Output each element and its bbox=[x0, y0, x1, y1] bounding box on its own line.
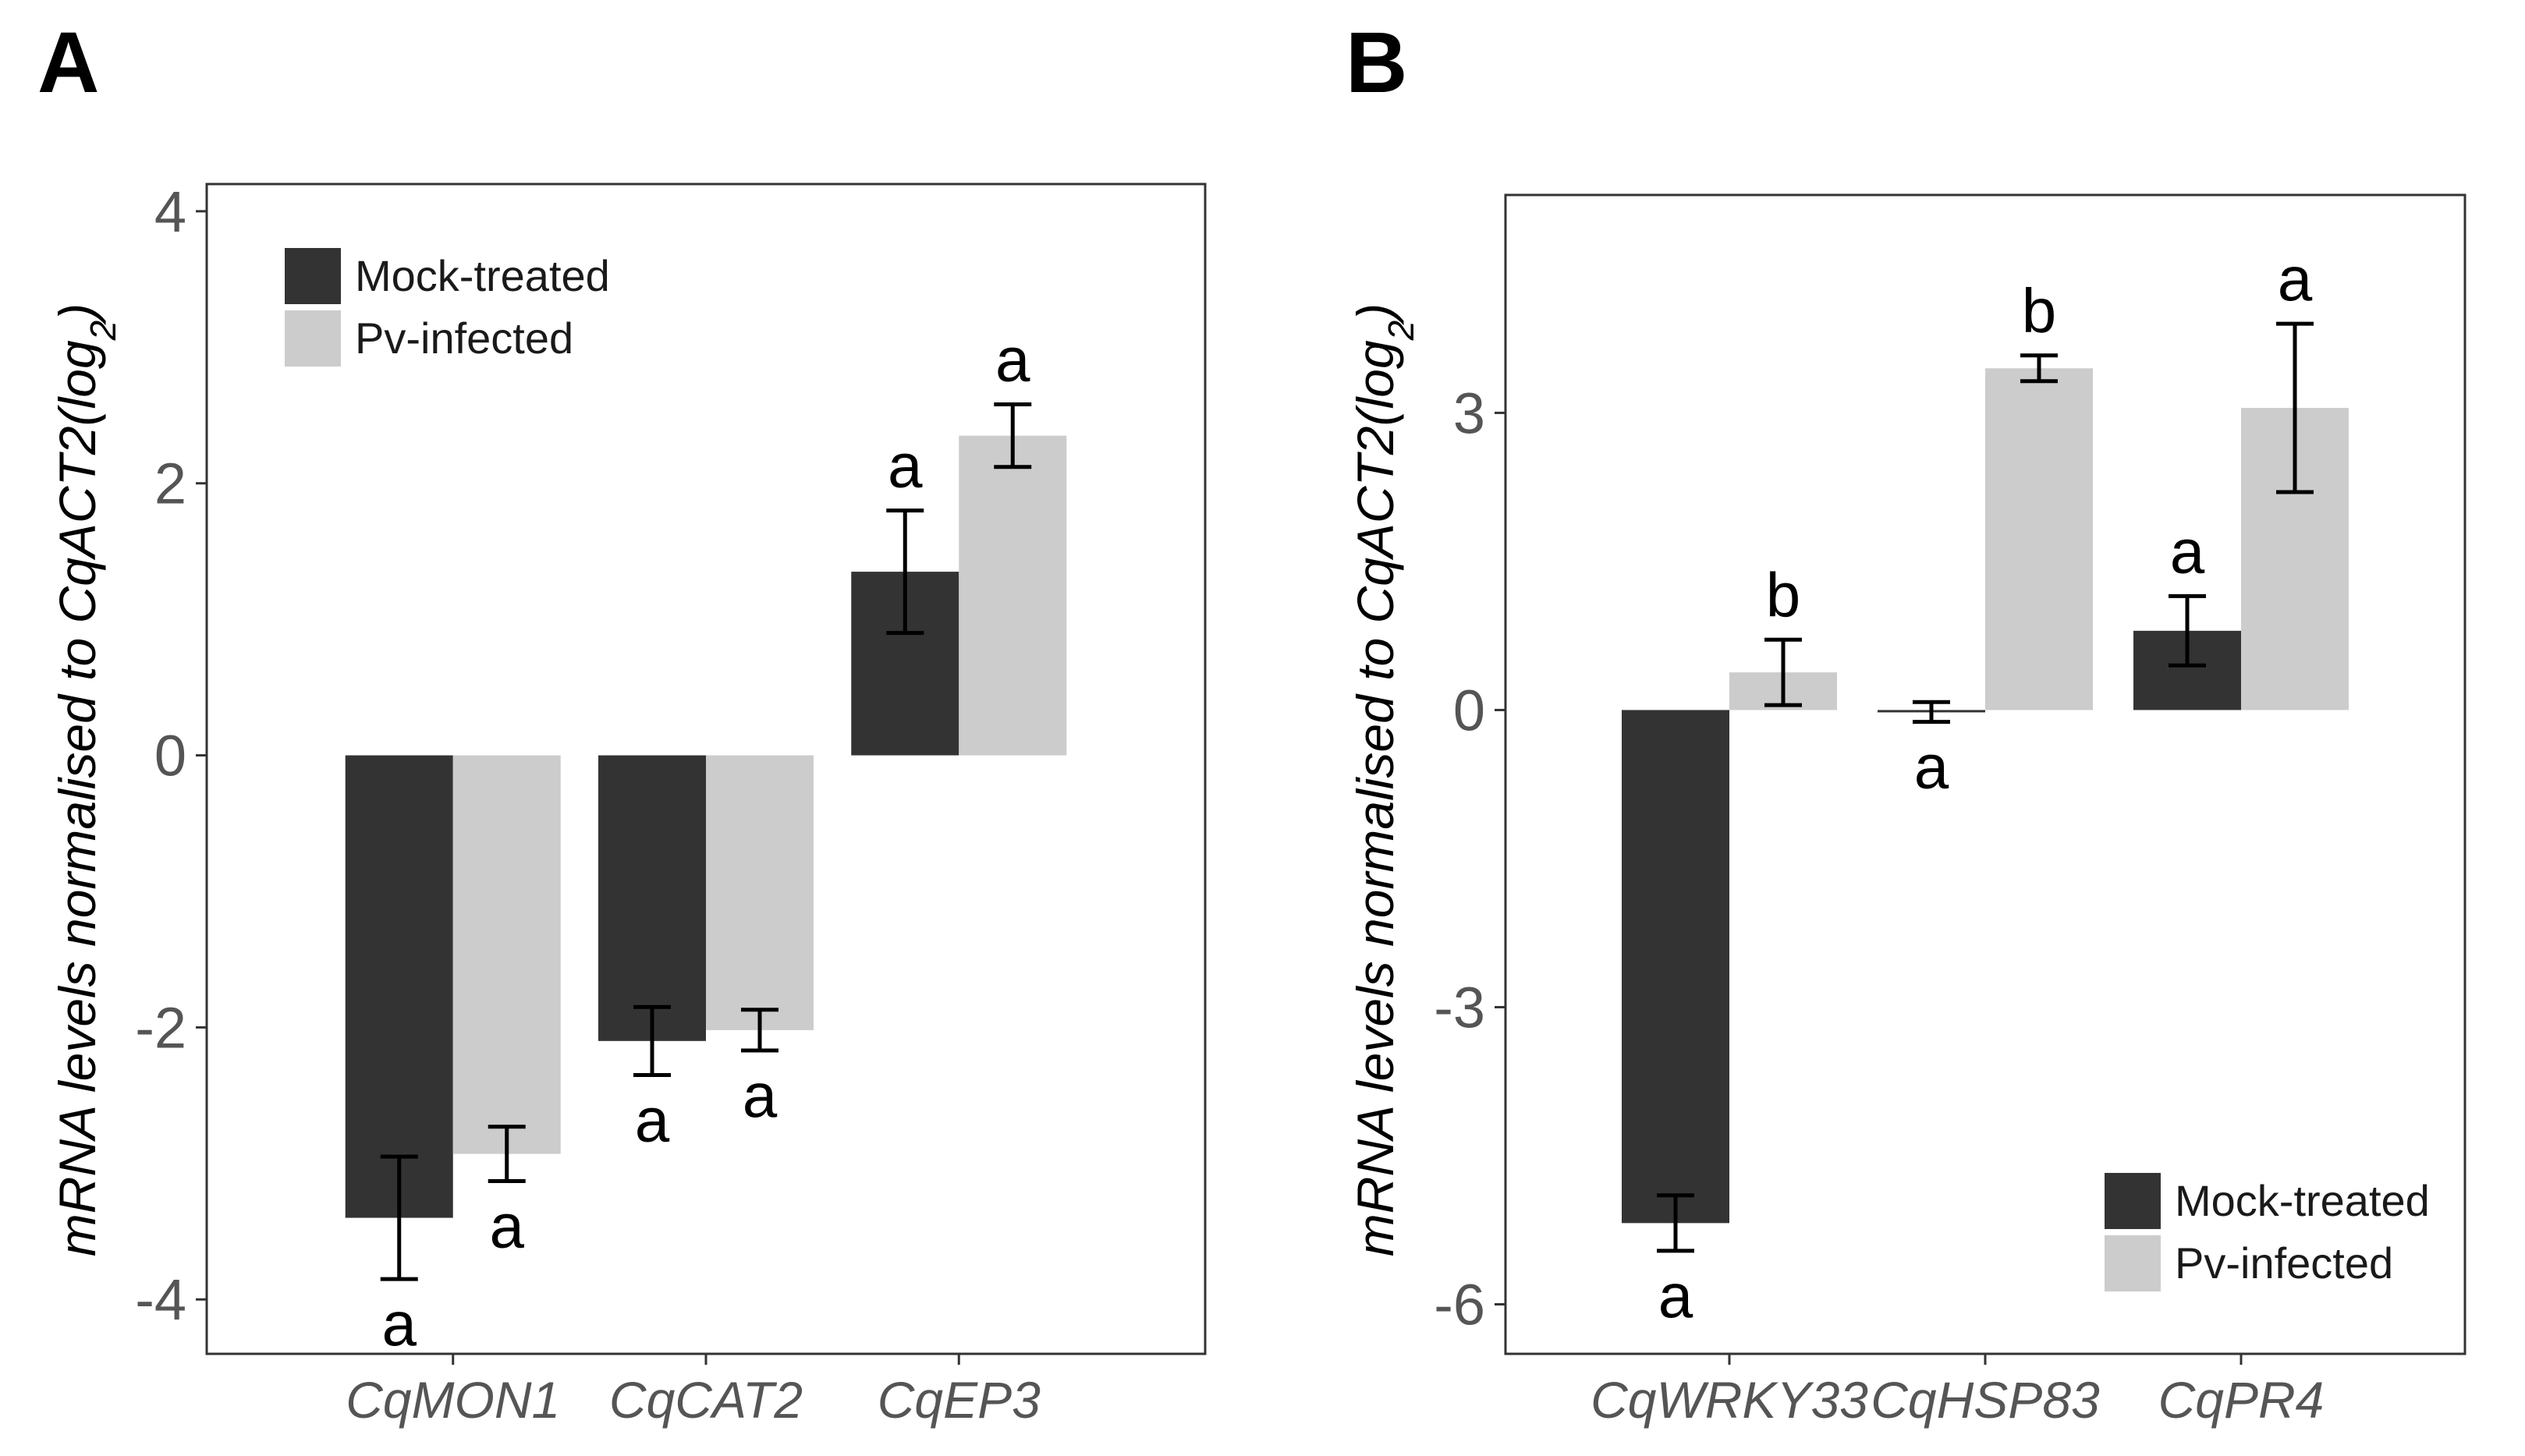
sig-letter-b-s1-2: a bbox=[2278, 244, 2313, 314]
sig-letter-b-s1-1: b bbox=[2022, 276, 2057, 345]
sig-letter-a-s1-1: a bbox=[743, 1061, 778, 1130]
y-tick-label-a-1: -2 bbox=[135, 995, 186, 1060]
sig-letter-a-s1-2: a bbox=[995, 325, 1030, 395]
legend-label-mock-b: Mock-treated bbox=[2175, 1176, 2430, 1225]
sig-letter-a-s0-1: a bbox=[635, 1085, 670, 1154]
error-bar-b-s0-1 bbox=[1913, 700, 1950, 724]
bar-a-s0-1 bbox=[598, 755, 706, 1041]
x-tick-label-a-1: CqCAT2 bbox=[609, 1371, 803, 1429]
bar-a-s1-0 bbox=[452, 755, 561, 1154]
panel-label-a: A bbox=[37, 15, 99, 111]
error-bar-a-s0-1 bbox=[633, 1004, 671, 1077]
y-axis-label-a: mRNA levels normalised to CqACT2(log2) bbox=[48, 303, 123, 1257]
legend-label-pv-b: Pv-infected bbox=[2175, 1238, 2393, 1288]
error-bar-b-s1-0 bbox=[1764, 637, 1802, 707]
bar-b-s0-0 bbox=[1622, 710, 1729, 1224]
marks-b: -6 -3 0 3 CqWRKY33 CqHSP83 CqPR4 a a a b b a bbox=[1434, 244, 2349, 1429]
x-tick-label-a-2: CqEP3 bbox=[878, 1371, 1041, 1429]
panel-a: A mRNA levels normalised to CqACT2(log2)… bbox=[37, 15, 1207, 1429]
sig-letter-a-s0-2: a bbox=[888, 431, 923, 501]
panel-b: B mRNA levels normalised to CqACT2(log2)… bbox=[1346, 15, 2466, 1429]
error-bar-a-s0-0 bbox=[380, 1154, 418, 1281]
legend-swatch-pv-a bbox=[285, 310, 341, 367]
y-tick-label-a-0: -4 bbox=[135, 1267, 186, 1332]
legend-swatch-pv-b bbox=[2105, 1235, 2161, 1291]
legend-b: Mock-treated Pv-infected bbox=[2105, 1173, 2430, 1291]
bar-a-s0-0 bbox=[345, 755, 453, 1218]
sig-letter-b-s0-0: a bbox=[1658, 1261, 1693, 1330]
x-tick-label-b-0: CqWRKY33 bbox=[1591, 1371, 1868, 1429]
legend-a: Mock-treated Pv-infected bbox=[285, 248, 610, 367]
bar-b-s1-1 bbox=[1985, 368, 2093, 710]
sig-letter-a-s0-0: a bbox=[381, 1289, 417, 1359]
y-tick-label-b-3: 3 bbox=[1453, 381, 1485, 445]
error-bar-b-s1-2 bbox=[2276, 321, 2314, 494]
error-bar-a-s1-0 bbox=[488, 1125, 526, 1183]
error-bar-b-s1-1 bbox=[2020, 353, 2058, 384]
y-axis-label-b: mRNA levels normalised to CqACT2(log2) bbox=[1346, 303, 1421, 1257]
sig-letter-b-s0-2: a bbox=[2170, 516, 2205, 586]
sig-letter-b-s1-0: b bbox=[1766, 560, 1801, 629]
error-bar-a-s0-2 bbox=[886, 508, 924, 636]
y-tick-label-b-0: -6 bbox=[1434, 1272, 1485, 1337]
error-bar-a-s1-2 bbox=[994, 402, 1032, 469]
panel-label-b: B bbox=[1346, 15, 1407, 111]
error-bar-b-s0-2 bbox=[2169, 593, 2206, 668]
error-bar-a-s1-1 bbox=[741, 1008, 778, 1053]
y-tick-label-a-3: 2 bbox=[154, 452, 186, 516]
y-tick-label-a-4: 4 bbox=[154, 179, 186, 244]
legend-label-pv-a: Pv-infected bbox=[355, 314, 573, 363]
x-tick-label-b-1: CqHSP83 bbox=[1871, 1371, 2100, 1429]
y-tick-label-b-1: -3 bbox=[1434, 975, 1485, 1040]
legend-label-mock-a: Mock-treated bbox=[355, 251, 610, 300]
legend-swatch-mock-a bbox=[285, 248, 341, 304]
sig-letter-a-s1-0: a bbox=[489, 1191, 524, 1260]
x-tick-label-a-0: CqMON1 bbox=[346, 1371, 560, 1429]
error-bar-b-s0-0 bbox=[1657, 1193, 1694, 1253]
sig-letter-b-s0-1: a bbox=[1914, 732, 1949, 802]
legend-swatch-mock-b bbox=[2105, 1173, 2161, 1229]
marks-a: -4 -2 0 2 4 CqMON1 CqCAT2 CqEP3 a a a a a a bbox=[135, 179, 1067, 1429]
bar-a-s1-2 bbox=[959, 435, 1067, 756]
bar-a-s1-1 bbox=[706, 755, 814, 1030]
x-tick-label-b-2: CqPR4 bbox=[2158, 1371, 2325, 1429]
y-tick-label-b-2: 0 bbox=[1453, 678, 1485, 742]
y-tick-label-a-2: 0 bbox=[154, 724, 186, 788]
